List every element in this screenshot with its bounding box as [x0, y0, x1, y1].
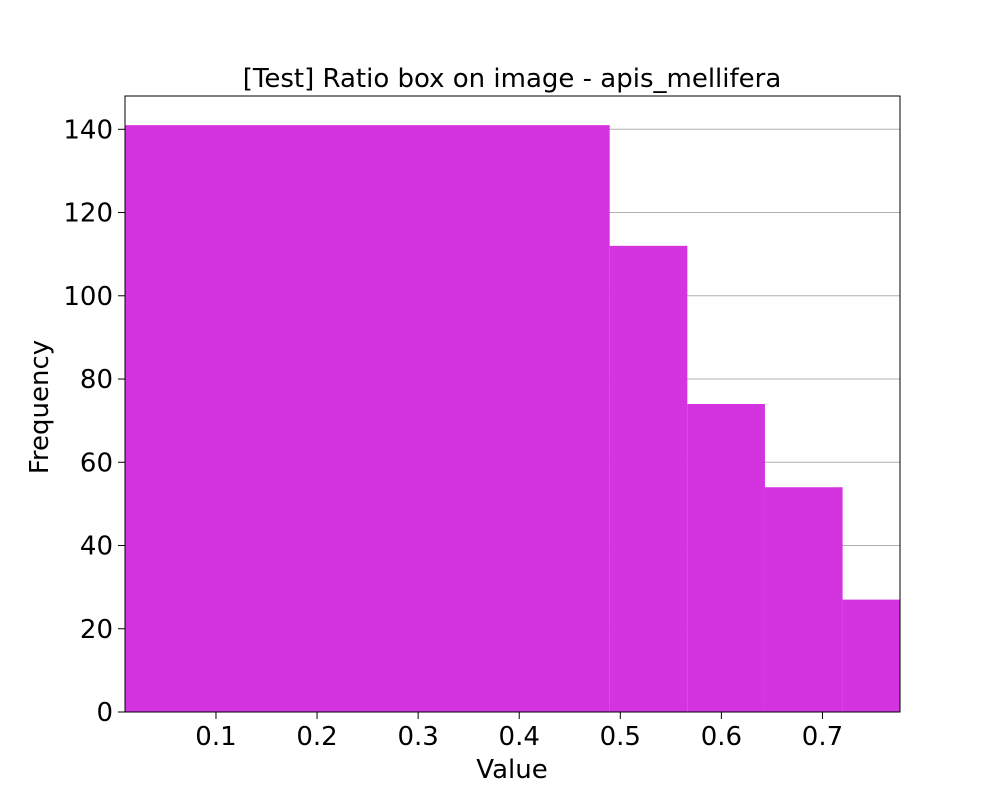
- x-tick-label: 0.7: [802, 722, 843, 752]
- x-tick-label: 0.1: [195, 722, 236, 752]
- y-tick-label: 40: [80, 532, 113, 562]
- x-tick-label: 0.2: [296, 722, 337, 752]
- y-tick-label: 60: [80, 448, 113, 478]
- y-axis-ticks: 0 20 40 60 80 100 120 140: [63, 115, 125, 728]
- x-tick-label: 0.6: [701, 722, 742, 752]
- y-tick-label: 20: [80, 615, 113, 645]
- y-tick-label: 0: [96, 698, 113, 728]
- x-axis-ticks: 0.1 0.2 0.3 0.4 0.5 0.6 0.7: [195, 712, 843, 752]
- y-tick-label: 100: [63, 282, 113, 312]
- histogram-bar: [125, 125, 610, 712]
- y-tick-label: 140: [63, 115, 113, 145]
- chart-title: [Test] Ratio box on image - apis_mellife…: [243, 64, 782, 94]
- x-tick-label: 0.3: [397, 722, 438, 752]
- histogram-bar: [609, 245, 688, 713]
- plot-frame: [124, 95, 901, 713]
- x-tick-label: 0.5: [600, 722, 641, 752]
- y-axis-title: Frequency: [25, 340, 55, 474]
- histogram-bar: [842, 599, 900, 712]
- histogram-bar: [687, 404, 765, 712]
- x-axis-title: Value: [476, 755, 547, 785]
- y-tick-label: 80: [80, 365, 113, 395]
- y-tick-label: 120: [63, 199, 113, 229]
- bars: [125, 125, 900, 713]
- histogram-bar: [764, 487, 843, 712]
- x-tick-label: 0.4: [499, 722, 540, 752]
